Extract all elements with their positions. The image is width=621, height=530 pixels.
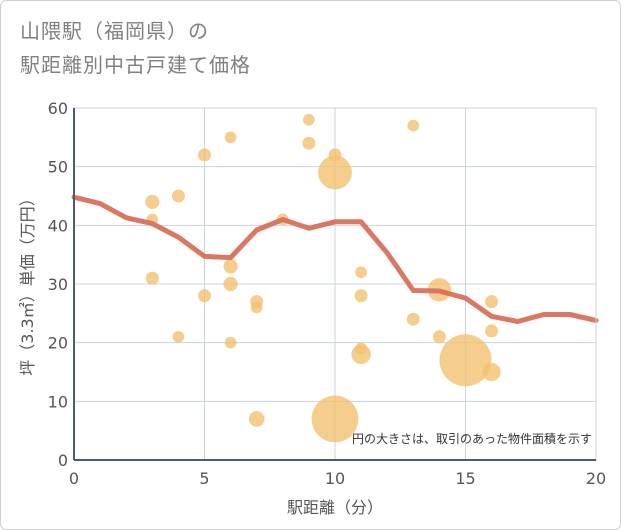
data-point (354, 289, 368, 303)
x-tick-label: 20 (586, 469, 606, 488)
y-tick-label: 60 (48, 99, 68, 118)
chart-title-line1: 山隈駅（福岡県）の (20, 19, 209, 43)
axes: 0 5 10 15 20 0 10 20 30 40 50 60 (48, 99, 607, 488)
size-annotation: 円の大きさは、取引のあった物件面積を示す (352, 431, 592, 446)
data-point (439, 334, 492, 387)
y-tick-label: 0 (58, 451, 68, 470)
data-point (482, 362, 501, 382)
x-tick-label: 0 (69, 469, 79, 488)
data-point (198, 289, 211, 303)
x-tick-label: 15 (455, 469, 475, 488)
x-axis-label: 駅距離（分） (287, 498, 383, 517)
data-point (248, 411, 265, 427)
data-point (355, 266, 367, 279)
y-axis-label: 坪（3.3㎡）単価（万円） (18, 190, 37, 375)
chart-title-line2: 駅距離別中古戸建て価格 (20, 53, 251, 77)
chart-title: 山隈駅（福岡県）の 駅距離別中古戸建て価格 (20, 14, 251, 82)
data-point (406, 312, 420, 326)
y-tick-label: 10 (48, 392, 68, 411)
data-point (303, 113, 315, 126)
x-tick-label: 10 (325, 469, 345, 488)
y-tick-label: 50 (48, 158, 68, 177)
y-tick-label: 20 (48, 334, 68, 353)
trend-line-group (71, 194, 599, 324)
data-point (223, 276, 238, 292)
y-tick-label: 40 (48, 216, 68, 235)
data-point (485, 295, 499, 309)
data-point (145, 271, 159, 285)
data-point (432, 330, 446, 344)
data-point (351, 344, 371, 365)
data-point (318, 155, 352, 190)
data-point (224, 131, 237, 144)
y-tick-label: 30 (48, 275, 68, 294)
data-points (145, 113, 501, 443)
data-point (407, 119, 420, 132)
x-tick-label: 5 (199, 469, 209, 488)
data-point (224, 336, 237, 349)
trend-line (71, 194, 599, 324)
data-point (311, 395, 359, 443)
data-point (302, 136, 316, 150)
data-point (250, 301, 263, 314)
data-point (485, 324, 499, 338)
data-point (223, 259, 238, 274)
data-point (171, 189, 185, 203)
data-point (198, 148, 211, 162)
data-point (145, 194, 160, 210)
data-point (172, 330, 185, 343)
